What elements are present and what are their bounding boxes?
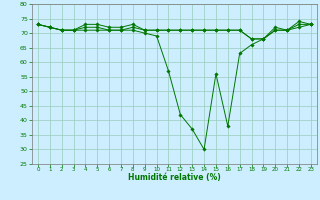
X-axis label: Humidité relative (%): Humidité relative (%) — [128, 173, 221, 182]
